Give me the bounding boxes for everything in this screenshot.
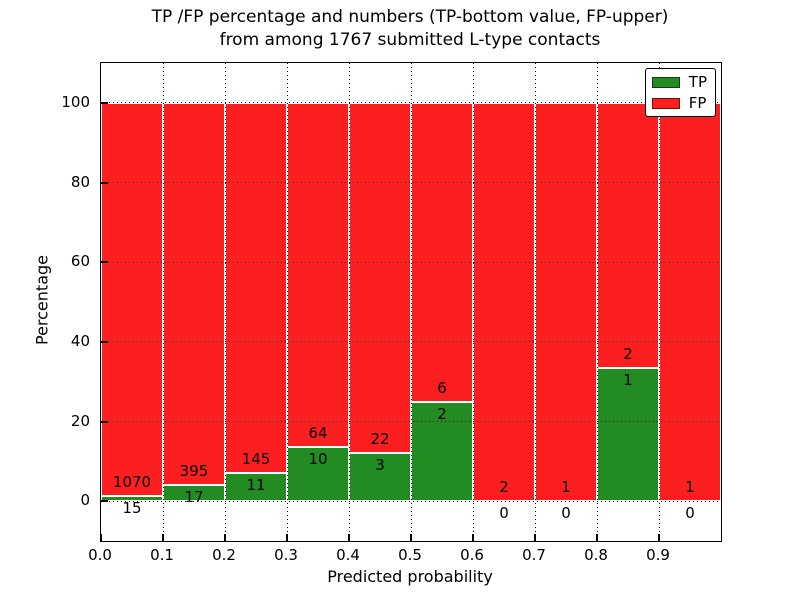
x-tick-label: 0.1 xyxy=(150,546,174,564)
x-tick-mark xyxy=(162,534,164,541)
x-gridline xyxy=(472,63,474,541)
tp-count-label: 0 xyxy=(561,504,571,523)
y-tick-mark xyxy=(101,340,108,343)
bar-segment-fp xyxy=(101,102,163,496)
plot-area: 1070 15 395 17 145 11 64 10 22 3 6 2 2 0 1 0 2 1 1 0 TP FP xyxy=(100,62,722,542)
fp-count-label: 1 xyxy=(685,478,695,497)
bar-segment-fp xyxy=(225,102,287,474)
fp-count-label: 1 xyxy=(561,478,571,497)
x-tick-mark xyxy=(224,534,226,541)
fp-count-label: 2 xyxy=(623,345,633,364)
x-tick-label: 0.3 xyxy=(274,546,298,564)
x-tick-mark xyxy=(658,534,660,541)
fp-swatch-icon xyxy=(651,97,680,109)
x-tick-mark xyxy=(286,534,288,541)
legend-label-fp: FP xyxy=(688,94,707,112)
x-tick-label: 0.6 xyxy=(460,546,484,564)
legend-item-fp: FP xyxy=(651,94,707,112)
y-tick-label: 60 xyxy=(70,252,90,271)
fp-count-label: 145 xyxy=(241,450,271,469)
tp-count-label: 0 xyxy=(499,504,509,523)
legend-item-tp: TP xyxy=(651,73,707,91)
y-tick-label: 80 xyxy=(70,172,90,191)
x-tick-mark xyxy=(472,534,474,541)
y-tick-mark xyxy=(101,181,108,184)
tp-swatch-icon xyxy=(651,76,680,88)
fp-count-label: 22 xyxy=(370,430,390,449)
bar-segment-tp xyxy=(411,401,473,502)
fp-count-label: 6 xyxy=(437,378,447,397)
y-tick-label: 20 xyxy=(70,411,90,430)
x-gridline xyxy=(162,63,164,541)
bar-segment-fp xyxy=(473,102,535,502)
tp-count-label: 3 xyxy=(375,456,385,475)
x-tick-label: 0.0 xyxy=(88,546,112,564)
tp-count-label: 0 xyxy=(685,504,695,523)
bar-segment-fp xyxy=(287,102,349,448)
bar-segment-fp xyxy=(163,102,225,485)
legend: TP FP xyxy=(644,68,716,117)
tp-count-label: 11 xyxy=(246,476,266,495)
chart-title-line2: from among 1767 submitted L-type contact… xyxy=(219,30,601,50)
x-gridline xyxy=(596,63,598,541)
x-tick-mark xyxy=(596,534,598,541)
tp-count-label: 2 xyxy=(437,404,447,423)
x-gridline xyxy=(410,63,412,541)
fp-count-label: 1070 xyxy=(112,472,152,491)
x-tick-mark xyxy=(534,534,536,541)
bar-segment-tp xyxy=(225,473,287,502)
bar-segment-tp xyxy=(597,368,659,502)
x-gridline xyxy=(658,63,660,541)
x-tick-label: 0.8 xyxy=(584,546,608,564)
x-tick-label: 0.4 xyxy=(336,546,360,564)
y-tick-mark xyxy=(101,261,108,264)
x-gridline xyxy=(286,63,288,541)
bar-segment-fp xyxy=(535,102,597,502)
x-tick-label: 0.9 xyxy=(646,546,670,564)
x-gridline xyxy=(534,63,536,541)
chart-title: TP /FP percentage and numbers (TP-bottom… xyxy=(100,6,720,52)
x-tick-mark xyxy=(100,534,102,541)
y-tick-mark xyxy=(101,101,108,104)
bar-segment-fp xyxy=(659,102,721,502)
x-tick-label: 0.5 xyxy=(398,546,422,564)
bar-segment-fp xyxy=(597,102,659,369)
y-tick-mark xyxy=(101,420,108,423)
tp-count-label: 17 xyxy=(184,487,204,506)
tp-count-label: 1 xyxy=(623,371,633,390)
tp-count-label: 10 xyxy=(308,450,328,469)
x-tick-mark xyxy=(348,534,350,541)
fp-count-label: 395 xyxy=(179,461,209,480)
x-axis-label: Predicted probability xyxy=(327,567,493,586)
bar-segment-fp xyxy=(349,102,411,454)
x-gridline xyxy=(224,63,226,541)
legend-label-tp: TP xyxy=(688,73,707,91)
fp-count-label: 64 xyxy=(308,424,328,443)
y-tick-label: 40 xyxy=(70,331,90,350)
bar-segment-fp xyxy=(411,102,473,402)
tp-count-label: 15 xyxy=(122,498,142,517)
x-tick-label: 0.2 xyxy=(212,546,236,564)
y-tick-label: 0 xyxy=(80,491,90,510)
x-tick-label: 0.7 xyxy=(522,546,546,564)
chart-title-line1: TP /FP percentage and numbers (TP-bottom… xyxy=(151,7,669,27)
fp-count-label: 2 xyxy=(499,478,509,497)
x-gridline xyxy=(348,63,350,541)
y-tick-mark xyxy=(101,500,108,503)
x-tick-mark xyxy=(410,534,412,541)
y-tick-label: 100 xyxy=(61,92,90,111)
